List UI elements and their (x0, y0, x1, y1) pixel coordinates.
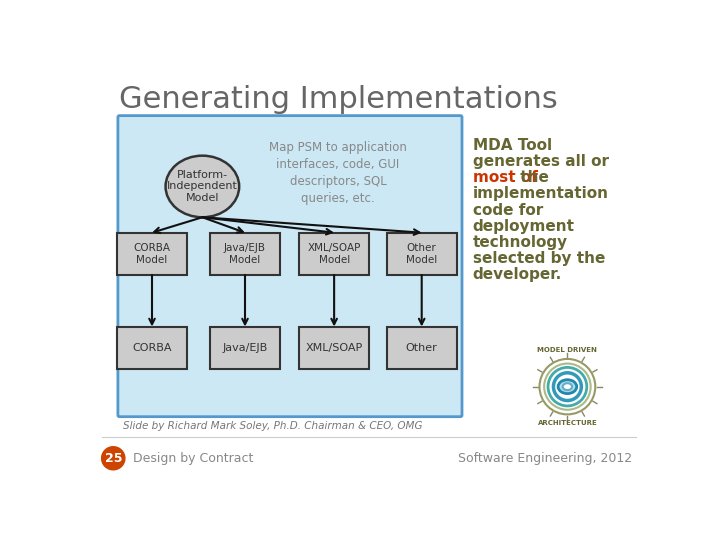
Bar (117, 233, 187, 275)
Text: 25: 25 (104, 452, 122, 465)
Bar (300, 327, 369, 369)
Text: Software Engineering, 2012: Software Engineering, 2012 (459, 452, 632, 465)
Text: Slide by Richard Mark Soley, Ph.D. Chairman & CEO, OMG: Slide by Richard Mark Soley, Ph.D. Chair… (122, 421, 422, 430)
Text: generates all or: generates all or (473, 154, 609, 169)
Text: MODEL DRIVEN: MODEL DRIVEN (537, 347, 598, 354)
Text: the: the (515, 170, 549, 185)
Text: CORBA
Model: CORBA Model (133, 243, 171, 265)
Bar (387, 327, 456, 369)
Bar (300, 233, 369, 275)
Text: deployment: deployment (473, 219, 575, 234)
Ellipse shape (166, 156, 239, 217)
Ellipse shape (558, 380, 577, 394)
Text: selected by the: selected by the (473, 251, 606, 266)
Circle shape (102, 447, 125, 470)
Text: implementation: implementation (473, 186, 609, 201)
Text: Platform-
Independent
Model: Platform- Independent Model (167, 170, 238, 203)
Text: Java/EJB
Model: Java/EJB Model (224, 243, 266, 265)
Text: Design by Contract: Design by Contract (132, 452, 253, 465)
Text: Generating Implementations: Generating Implementations (120, 85, 558, 114)
Text: MDA Tool: MDA Tool (473, 138, 552, 153)
Text: developer.: developer. (473, 267, 562, 282)
Text: Map PSM to application
interfaces, code, GUI
descriptors, SQL
queries, etc.: Map PSM to application interfaces, code,… (269, 140, 407, 205)
Bar (210, 233, 280, 275)
Bar (117, 327, 187, 369)
Text: XML/SOAP: XML/SOAP (305, 343, 363, 353)
Bar (387, 233, 456, 275)
FancyBboxPatch shape (118, 116, 462, 417)
Text: most of: most of (473, 170, 538, 185)
Text: XML/SOAP
Model: XML/SOAP Model (307, 243, 361, 265)
Text: CORBA: CORBA (132, 343, 172, 353)
Text: technology: technology (473, 235, 568, 250)
Text: Other: Other (406, 343, 438, 353)
FancyBboxPatch shape (88, 63, 650, 483)
Bar (210, 327, 280, 369)
Ellipse shape (563, 383, 572, 390)
Text: Java/EJB: Java/EJB (222, 343, 268, 353)
Text: Other
Model: Other Model (406, 243, 437, 265)
Text: code for: code for (473, 202, 543, 218)
Text: ARCHITECTURE: ARCHITECTURE (538, 420, 598, 426)
